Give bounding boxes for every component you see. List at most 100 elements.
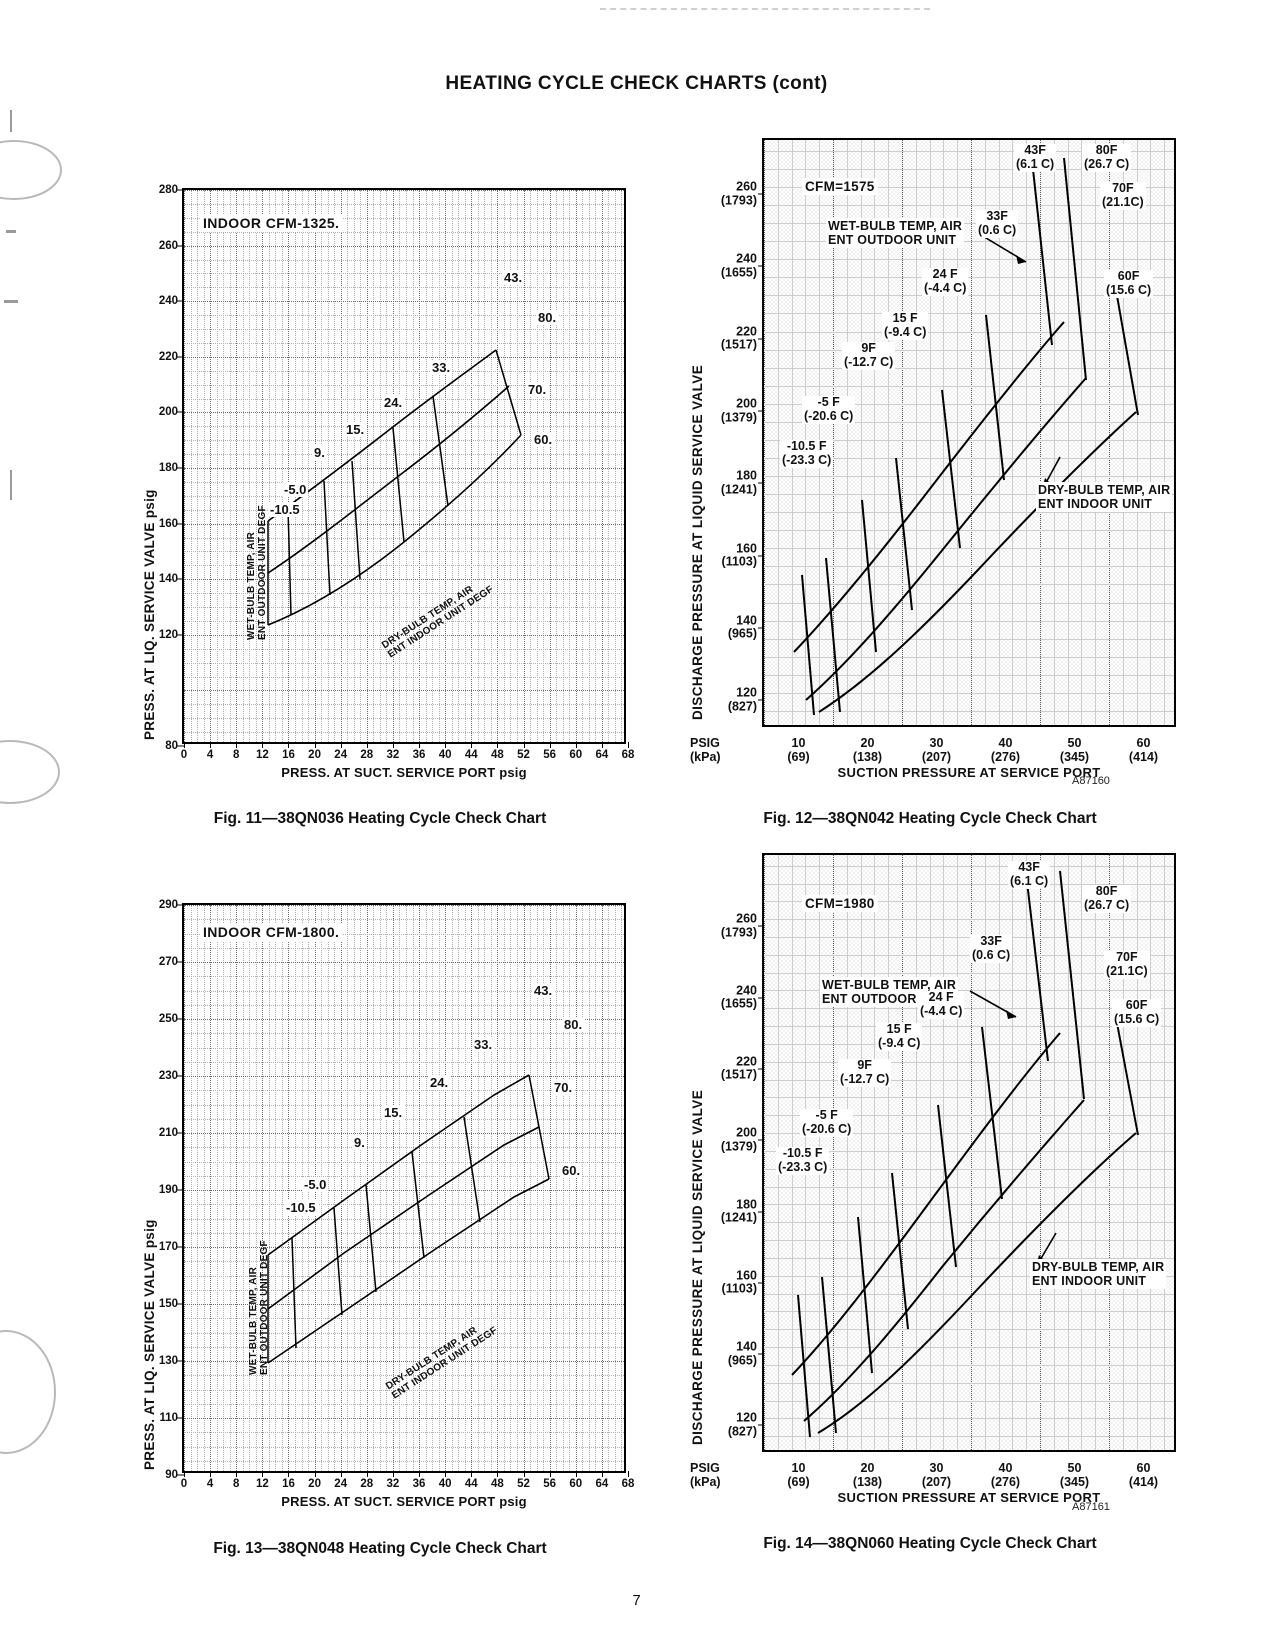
fig14-temp-24f-f: 24 F	[928, 990, 954, 1004]
fig13-x-tick: 32	[386, 1478, 400, 1490]
fig12-x-tick: 10 (69)	[787, 736, 809, 764]
fig14-y-tick-psig: 140	[736, 1339, 757, 1354]
fig12-y-tick: 260 (1793)	[721, 179, 757, 208]
fig14-psig-unit-label: PSIG (kPa)	[690, 1461, 721, 1489]
fig12-temp-15f-f: 15 F	[892, 311, 918, 325]
fig12-x-tick-kpa: (276)	[990, 749, 1021, 764]
fig11-x-tick-mark	[236, 742, 238, 748]
fig12-y-tick: 200 (1379)	[721, 396, 757, 425]
fig14-x-tick-kpa: (276)	[990, 1474, 1021, 1489]
fig13-x-tick: 12	[255, 1478, 269, 1490]
fig11-x-tick-mark	[575, 742, 577, 748]
fig14-temp-70f: 70F (21.1C)	[1104, 950, 1150, 979]
fig12-temp-33f-c: (0.6 C)	[978, 222, 1017, 237]
fig11-y-tick-mark	[177, 634, 184, 636]
fig13-x-tick: 56	[543, 1478, 557, 1490]
figure-fig12: DISCHARGE PRESSURE AT LIQUID SERVICE VAL…	[680, 130, 1180, 840]
fig11-x-tick-mark	[340, 742, 342, 748]
fig12-y-tick-psig: 200	[736, 396, 757, 411]
fig14-y-tick: 240 (1655)	[721, 983, 757, 1011]
fig11-x-tick: 64	[595, 749, 609, 761]
fig13-x-tick: 60	[569, 1478, 583, 1490]
fig11-y-tick: 80	[165, 740, 178, 752]
fig14-y-tick-mark	[758, 1068, 764, 1070]
fig14-temp-60f-f: 60F	[1125, 998, 1148, 1012]
fig13-label-33: 33.	[472, 1037, 495, 1052]
fig13-label-43: 43.	[532, 983, 555, 998]
fig14-x-tick: 20 (138)	[853, 1461, 882, 1489]
fig14-temp-33f-f: 33F	[980, 934, 1002, 948]
fig12-y-tick-mark	[758, 193, 764, 195]
fig14-x-tick-psig: 10	[791, 1461, 806, 1475]
fig14-temp-80f-f: 80F	[1095, 884, 1118, 898]
fig14-y-tick-psig: 120	[736, 1410, 757, 1425]
fig11-y-tick-mark	[177, 189, 184, 191]
fig12-x-tick: 30 (207)	[922, 736, 951, 764]
fig13-x-tick-mark	[549, 1471, 551, 1477]
fig11-x-tick: 20	[308, 749, 321, 761]
fig14-y-tick-psig: 260	[736, 911, 757, 926]
fig13-x-axis-title: PRESS. AT SUCT. SERVICE PORT psig	[281, 1494, 527, 1509]
fig11-x-tick: 12	[255, 749, 269, 761]
fig12-temp-43f-f: 43F	[1024, 143, 1046, 157]
fig11-x-tick: 48	[491, 749, 504, 761]
fig14-y-tick: 200 (1379)	[720, 1125, 757, 1154]
fig13-y-tick-mark	[177, 1360, 184, 1362]
fig11-x-tick-mark	[601, 742, 603, 748]
fig11-y-tick: 240	[158, 295, 178, 308]
fig14-temp-33f: 33F (0.6 C)	[970, 934, 1013, 963]
fig11-x-tick: 4	[206, 749, 214, 761]
fig13-y-tick: 210	[158, 1127, 178, 1139]
fig11-x-tick-mark	[628, 742, 629, 748]
fig14-y-tick-mark	[758, 997, 764, 999]
fig13-x-tick: 68	[621, 1478, 635, 1490]
fig11-label-80: 80.	[536, 310, 559, 325]
fig14-x-tick-psig: 40	[998, 1461, 1013, 1475]
fig14-y-tick-kpa: (1379)	[720, 1139, 757, 1154]
fig14-y-tick-kpa: (1517)	[720, 1067, 757, 1082]
fig12-y-tick-psig: 140	[736, 613, 757, 628]
hole-punch-artifact-3	[0, 1330, 56, 1454]
fig13-y-tick-mark	[177, 1303, 184, 1305]
fig14-y-tick-psig: 240	[736, 983, 757, 998]
fig11-plot-area: INDOOR CFM-1325. 43. 80. 33. 70. 24. 15.…	[159, 184, 635, 780]
fig13-x-tick: 44	[464, 1478, 478, 1490]
fig13-y-tick-mark	[177, 1132, 184, 1134]
fig14-temp-80f: 80F (26.7 C)	[1082, 884, 1132, 913]
fig14-wetbulb-line1: WET-BULB TEMP, AIR	[822, 978, 957, 992]
fig12-y-tick-psig: 260	[736, 179, 757, 194]
fig13-y-tick-mark	[177, 1189, 184, 1191]
page-title: HEATING CYCLE CHECK CHARTS (cont)	[445, 73, 828, 94]
fig11-y-tick: 160	[158, 517, 178, 530]
fig14-y-tick-mark	[758, 1282, 764, 1284]
fig12-temp-33f-f: 33F	[986, 209, 1008, 223]
figure-fig14: DISCHARGE PRESSURE AT LIQUID SERVICE VAL…	[680, 845, 1180, 1565]
fig11-x-tick: 16	[282, 749, 295, 761]
fig12-y-tick: 240 (1655)	[721, 252, 757, 280]
fig14-x-tick-psig: 30	[929, 1461, 944, 1475]
fig14-temp-43f-f: 43F	[1018, 860, 1040, 874]
fig13-plot-area: INDOOR CFM-1800. 43. 80. 33. 70. 24. 15.…	[159, 899, 635, 1509]
fig14-y-tick-kpa: (965)	[727, 1353, 757, 1368]
fig14-caption: Fig. 14—38QN060 Heating Cycle Check Char…	[763, 1535, 1097, 1552]
fig12-temp-m105f-f: -10.5 F	[786, 439, 827, 453]
fig11-cfm-note: INDOOR CFM-1325.	[200, 214, 343, 232]
fig14-drybulb-callout: DRY-BULB TEMP, AIR ENT INDOOR UNIT	[1030, 1259, 1167, 1289]
fig14-y-tick-psig: 200	[736, 1125, 757, 1140]
fig13-y-tick: 230	[158, 1070, 178, 1082]
fig13-x-tick-mark	[262, 1471, 264, 1477]
fig12-wetbulb-line1: WET-BULB TEMP, AIR	[828, 219, 963, 233]
fig14-temp-43f: 43F (6.1 C)	[1008, 860, 1051, 889]
fig12-temp-m105f-c: (-23.3 C)	[782, 452, 832, 467]
fig13-y-tick: 190	[158, 1184, 178, 1196]
fig12-x-tick-psig: 20	[860, 736, 875, 750]
fig14-y-axis-title: DISCHARGE PRESSURE AT LIQUID SERVICE VAL…	[690, 1089, 705, 1445]
fig13-wetbulb-line1: WET-BULB TEMP, AIR	[248, 1266, 259, 1375]
fig12-y-tick-kpa: (1241)	[720, 482, 757, 497]
fig13-wetbulb-line2: ENT OUTDOOR UNIT DEGF	[259, 1240, 271, 1375]
fig13-x-tick-mark	[184, 1471, 185, 1477]
fig12-drybulb-line1: DRY-BULB TEMP, AIR	[1038, 483, 1171, 497]
figure-fig11: PRESS. AT LIQ. SERVICE VALVE psig INDOOR…	[130, 180, 635, 840]
fig11-x-tick-mark	[262, 742, 264, 748]
